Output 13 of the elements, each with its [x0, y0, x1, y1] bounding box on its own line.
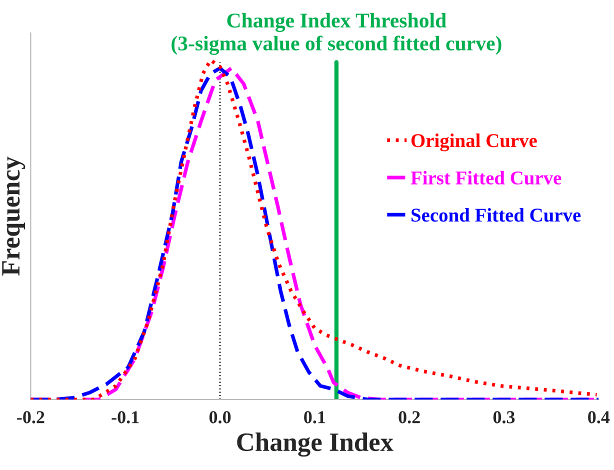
- x-tick-label: -0.1: [112, 411, 139, 424]
- x-tick-label: 0.4: [588, 411, 610, 424]
- legend-label: Original Curve: [411, 134, 537, 152]
- x-tick-label: 0.0: [209, 411, 231, 424]
- x-tick-label: 0.2: [398, 411, 420, 424]
- y-axis-title: Frequency: [2, 156, 26, 276]
- legend-label: First Fitted Curve: [410, 170, 562, 185]
- x-axis-title: Change Index: [237, 432, 394, 457]
- legend-label: Second Fitted Curve: [412, 208, 581, 222]
- x-tick-label: -0.2: [17, 411, 44, 424]
- ref-line-label: Change Index Threshold (3-sigma value of second fitted curve): [172, 12, 502, 55]
- x-tick-label: 0.3: [493, 411, 515, 424]
- x-tick-label: 0.1: [304, 411, 326, 424]
